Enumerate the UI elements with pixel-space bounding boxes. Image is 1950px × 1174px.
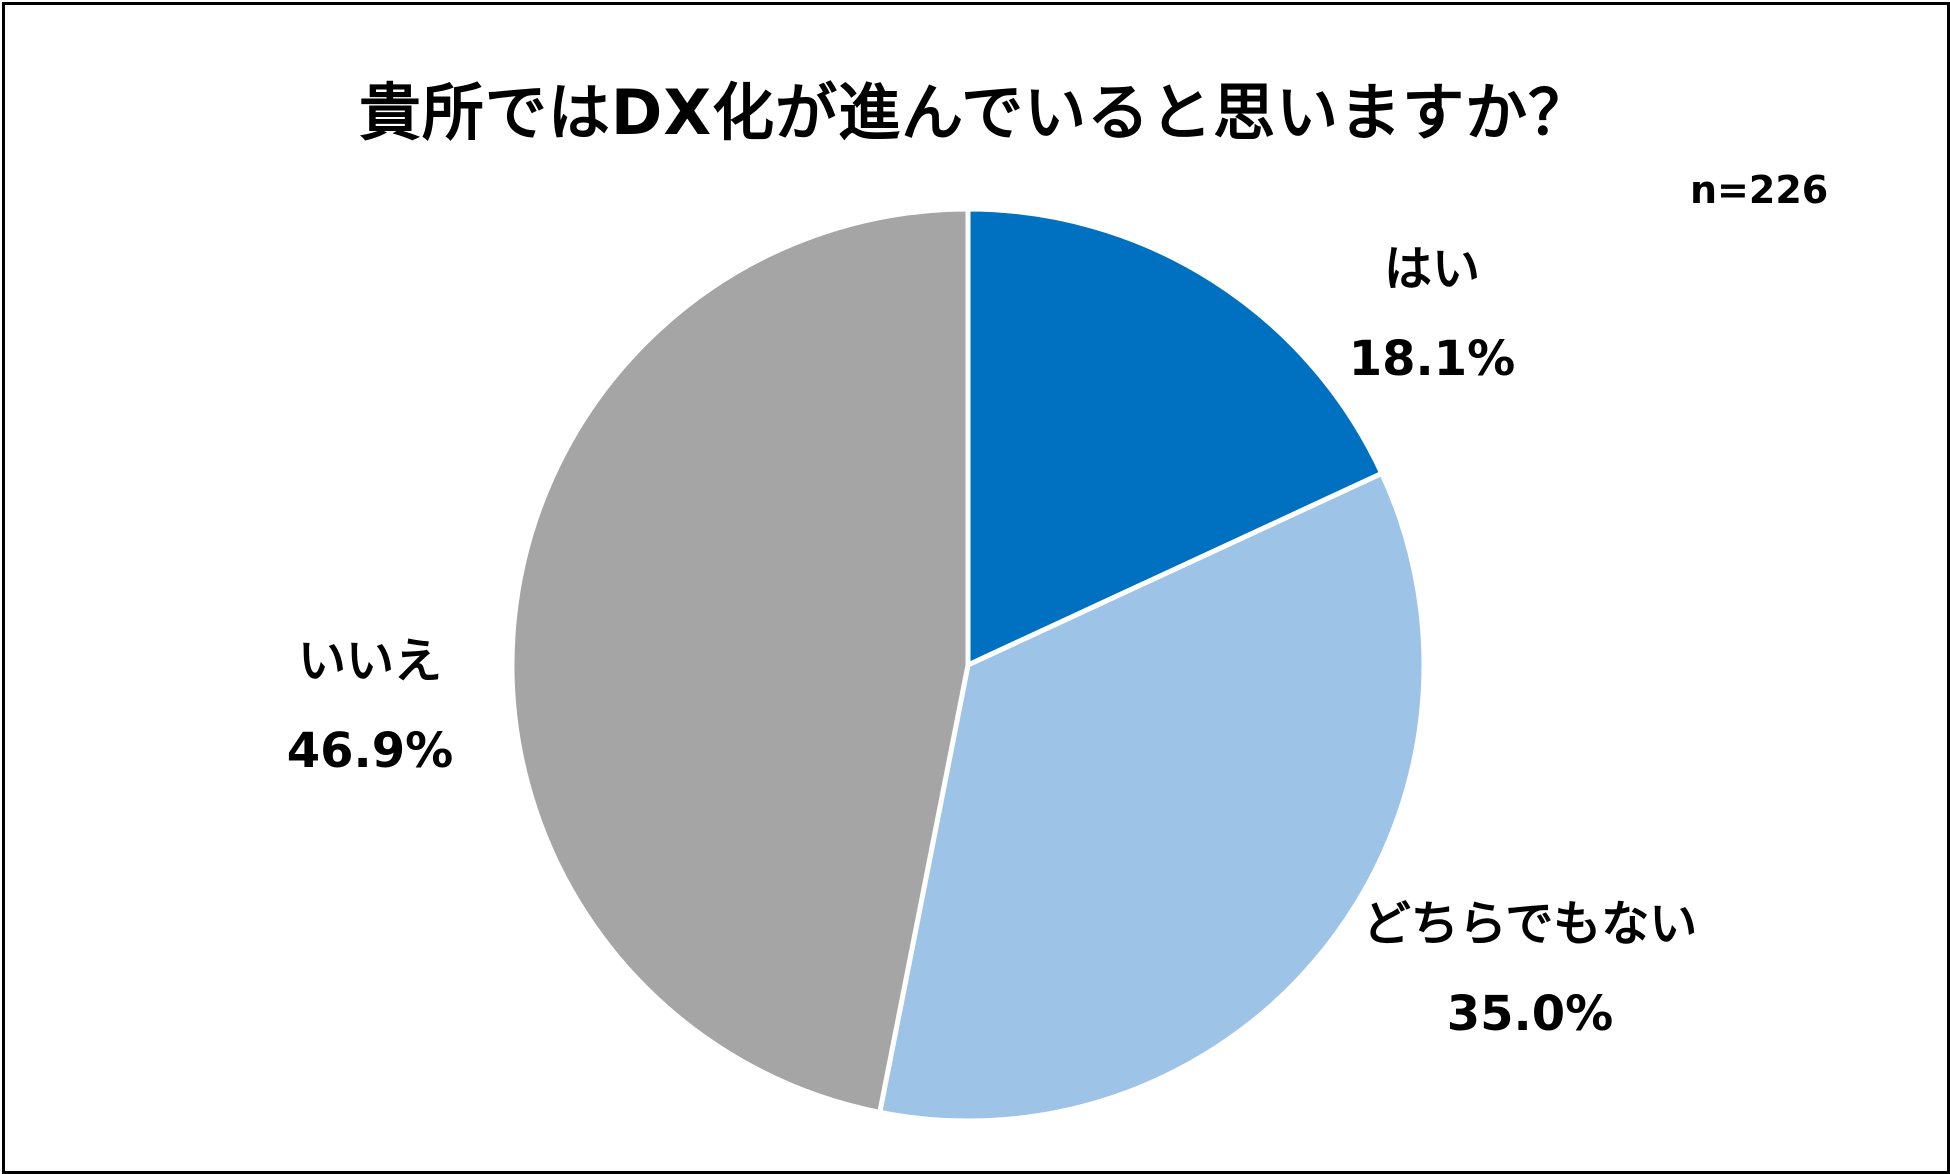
pie-slice-3 <box>509 206 971 1115</box>
slice-value-label: 46.9% <box>286 723 454 779</box>
chart-title: 貴所ではDX化が進んでいると思いますか？ <box>358 76 1592 149</box>
slice-category-label: いいえ <box>297 633 442 689</box>
pie-slice-2 <box>877 470 1427 1124</box>
slice-label-3: いいえ 46.9% <box>287 632 454 780</box>
slice-label-2: どちらでもない 35.0% <box>1363 895 1698 1043</box>
slice-value-label: 18.1% <box>1348 331 1516 387</box>
slice-label-1: はい 18.1% <box>1349 240 1516 388</box>
slice-value-label: 35.0% <box>1446 986 1614 1042</box>
slice-category-label: どちらでもない <box>1362 896 1698 952</box>
slice-category-label: はい <box>1383 241 1480 297</box>
pie-slice-1 <box>965 206 1385 668</box>
sample-size-label: n=226 <box>1690 168 1829 212</box>
